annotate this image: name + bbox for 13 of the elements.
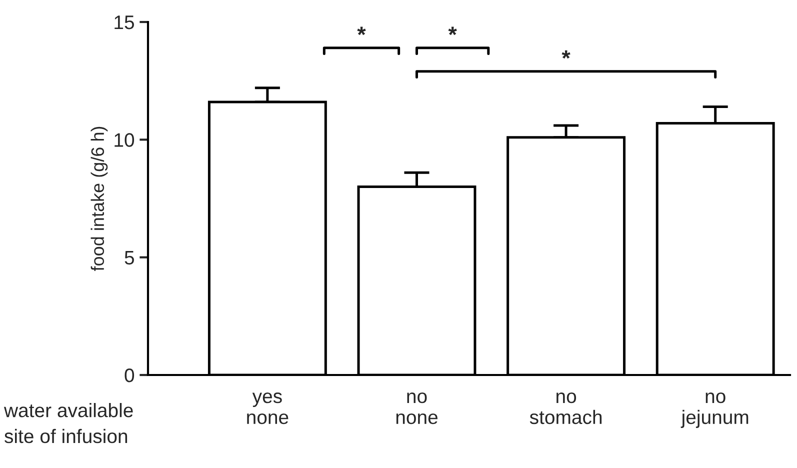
y-tick-label: 10 [114,133,134,147]
annotation: * [448,26,457,36]
y-axis-title: food intake (g/6 h) [90,126,108,272]
x-tick-label: no jejunum [680,392,748,428]
x-tick-label: no stomach [530,392,602,424]
text: water available site of infusion [4,403,133,444]
annotation: * [562,50,570,59]
x-tick-label: no none [396,392,438,424]
y-tick-label: 15 [114,16,134,30]
y-tick-label: 0 [124,368,134,382]
y-tick-label: 5 [124,251,134,265]
x-tick-label: yes none [247,392,288,424]
annotation: * [357,26,366,36]
